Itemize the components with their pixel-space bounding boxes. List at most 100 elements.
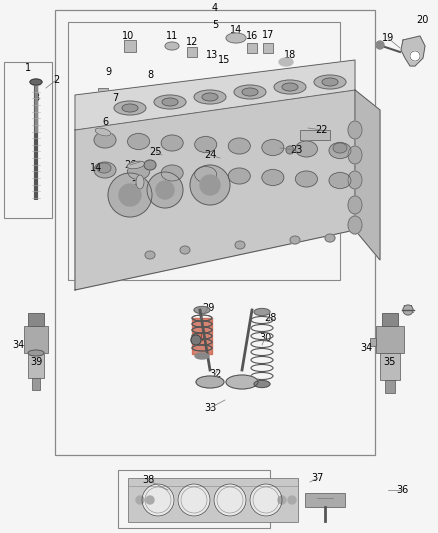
Ellipse shape <box>286 146 294 154</box>
Ellipse shape <box>202 93 218 101</box>
Ellipse shape <box>226 375 258 389</box>
Text: 5: 5 <box>212 20 218 30</box>
Text: 31: 31 <box>192 333 204 343</box>
Text: 22: 22 <box>316 125 328 135</box>
Ellipse shape <box>97 163 111 173</box>
Text: 34: 34 <box>360 343 372 353</box>
Text: 23: 23 <box>290 145 302 155</box>
Bar <box>247 43 257 53</box>
Text: 4: 4 <box>212 3 218 13</box>
Text: 38: 38 <box>142 475 154 485</box>
Text: 32: 32 <box>209 369 221 379</box>
Ellipse shape <box>145 251 155 259</box>
Text: 9: 9 <box>105 67 111 77</box>
Text: 19: 19 <box>382 33 394 43</box>
Ellipse shape <box>322 78 338 86</box>
Ellipse shape <box>228 138 250 154</box>
Text: 25: 25 <box>150 147 162 157</box>
Text: 20: 20 <box>416 15 428 25</box>
Polygon shape <box>75 90 355 290</box>
Bar <box>263 43 273 53</box>
Text: 2: 2 <box>53 75 59 85</box>
Bar <box>376 326 404 353</box>
Ellipse shape <box>95 128 111 136</box>
Ellipse shape <box>226 33 246 43</box>
Ellipse shape <box>262 169 284 185</box>
Text: 15: 15 <box>218 55 230 65</box>
Bar <box>32 378 40 390</box>
Text: 37: 37 <box>312 473 324 483</box>
Text: 8: 8 <box>147 70 153 80</box>
Ellipse shape <box>410 51 420 61</box>
Bar <box>24 326 48 353</box>
Ellipse shape <box>191 335 201 345</box>
Ellipse shape <box>195 166 217 182</box>
Bar <box>4 62 52 218</box>
Ellipse shape <box>376 41 384 49</box>
Polygon shape <box>355 90 380 260</box>
Ellipse shape <box>348 216 362 234</box>
Text: 24: 24 <box>204 150 216 160</box>
Text: 14: 14 <box>90 163 102 173</box>
Ellipse shape <box>162 98 178 106</box>
Text: 27: 27 <box>132 180 144 190</box>
Text: 6: 6 <box>102 117 108 127</box>
Text: 10: 10 <box>122 31 134 41</box>
Bar <box>68 22 340 280</box>
Ellipse shape <box>154 95 186 109</box>
Text: 7: 7 <box>112 93 118 103</box>
Ellipse shape <box>329 142 351 158</box>
Text: 12: 12 <box>186 37 198 47</box>
Ellipse shape <box>180 246 190 254</box>
Ellipse shape <box>295 141 318 157</box>
Circle shape <box>108 173 152 217</box>
Circle shape <box>190 165 230 205</box>
Ellipse shape <box>282 83 298 91</box>
Text: 3: 3 <box>33 93 39 103</box>
Bar <box>300 130 330 140</box>
Ellipse shape <box>329 173 351 189</box>
Ellipse shape <box>136 175 144 189</box>
Circle shape <box>250 484 282 516</box>
Ellipse shape <box>314 75 346 89</box>
Bar <box>128 478 298 522</box>
Circle shape <box>119 184 141 206</box>
Polygon shape <box>401 36 425 66</box>
Text: 36: 36 <box>396 485 408 495</box>
Bar <box>370 338 376 346</box>
Ellipse shape <box>254 381 270 387</box>
Circle shape <box>136 496 144 504</box>
Ellipse shape <box>195 353 209 359</box>
Bar <box>118 470 270 528</box>
Bar <box>187 47 197 57</box>
Circle shape <box>178 484 210 516</box>
Circle shape <box>146 496 154 504</box>
Ellipse shape <box>165 42 179 50</box>
Ellipse shape <box>28 350 44 356</box>
Ellipse shape <box>254 309 270 316</box>
Text: 14: 14 <box>230 25 242 35</box>
Ellipse shape <box>161 135 183 151</box>
Ellipse shape <box>228 168 250 184</box>
Circle shape <box>288 496 296 504</box>
Ellipse shape <box>161 165 183 181</box>
Ellipse shape <box>242 88 258 96</box>
Text: 16: 16 <box>246 31 258 41</box>
Ellipse shape <box>333 143 347 153</box>
Text: 1: 1 <box>25 63 31 73</box>
Ellipse shape <box>274 80 306 94</box>
Bar <box>385 380 395 393</box>
Ellipse shape <box>348 196 362 214</box>
Ellipse shape <box>348 171 362 189</box>
Ellipse shape <box>348 146 362 164</box>
Ellipse shape <box>194 90 226 104</box>
Circle shape <box>142 484 174 516</box>
Ellipse shape <box>144 160 156 170</box>
Bar <box>124 40 136 52</box>
Polygon shape <box>75 60 355 130</box>
Text: 39: 39 <box>30 357 42 367</box>
Ellipse shape <box>127 133 149 149</box>
Text: 11: 11 <box>166 31 178 41</box>
Text: 33: 33 <box>204 403 216 413</box>
Text: 17: 17 <box>262 30 274 40</box>
